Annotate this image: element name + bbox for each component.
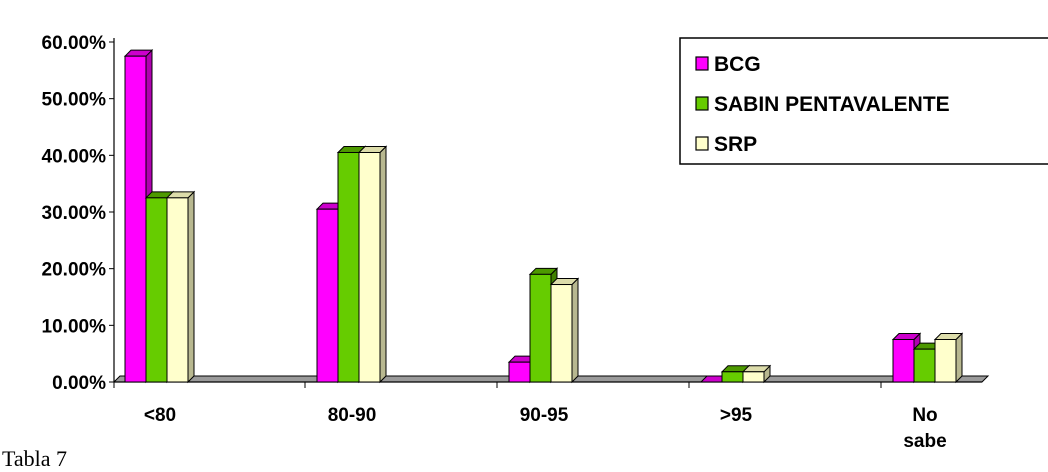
bar-front (166, 197, 189, 383)
bar-front (913, 348, 936, 383)
y-tick-label: 60.00% (42, 33, 107, 54)
legend: BCG SABIN PENTAVALENTE SRP (679, 37, 1048, 165)
legend-swatch (695, 56, 709, 71)
bar (165, 190, 196, 384)
legend-label: SRP (714, 133, 757, 156)
y-tick-label: 40.00% (42, 146, 107, 167)
bar-front (892, 339, 915, 383)
category-label: >95 (720, 405, 753, 426)
bar-front (550, 284, 573, 383)
bar-front (145, 197, 168, 383)
bar-chart: 0.00% 10.00% 20.00% 30.00% 40.00% 50.00% 60.00… (42, 33, 1048, 452)
bar-front (316, 208, 339, 383)
bar-side (571, 277, 579, 384)
legend-label: SABIN PENTAVALENTE (714, 93, 950, 116)
bar-front (124, 55, 147, 383)
caption: Tabla 7 (2, 446, 68, 471)
bar (549, 277, 580, 384)
bar-front (934, 339, 957, 383)
bar-front (529, 273, 552, 383)
bar-side (187, 190, 195, 384)
legend-swatch (695, 136, 709, 151)
y-tick-label: 20.00% (42, 260, 107, 281)
bar-front (721, 371, 744, 383)
bar-front (742, 371, 765, 383)
labels-layer: <80 80-90 90-95 >95 No sabe (144, 405, 947, 452)
bar-front (358, 152, 381, 383)
legend-swatch (695, 96, 709, 111)
bar-side (379, 145, 387, 384)
bar (741, 364, 772, 384)
legend-label: BCG (714, 53, 761, 76)
bar (357, 145, 388, 384)
legend-box (679, 37, 1048, 165)
bar-side (955, 332, 963, 384)
y-tick-label: 10.00% (42, 316, 107, 337)
bars-layer (123, 48, 964, 384)
category-label: No sabe (903, 405, 946, 452)
y-tick-label: 50.00% (42, 90, 107, 111)
y-tick-label: 0.00% (52, 373, 106, 394)
category-label: 90-95 (520, 405, 569, 426)
y-tick-label: 30.00% (42, 203, 107, 224)
bar-front (508, 361, 531, 383)
bar (933, 332, 964, 384)
category-label: 80-90 (328, 405, 377, 426)
bar-front (337, 152, 360, 383)
category-label: <80 (144, 405, 176, 426)
